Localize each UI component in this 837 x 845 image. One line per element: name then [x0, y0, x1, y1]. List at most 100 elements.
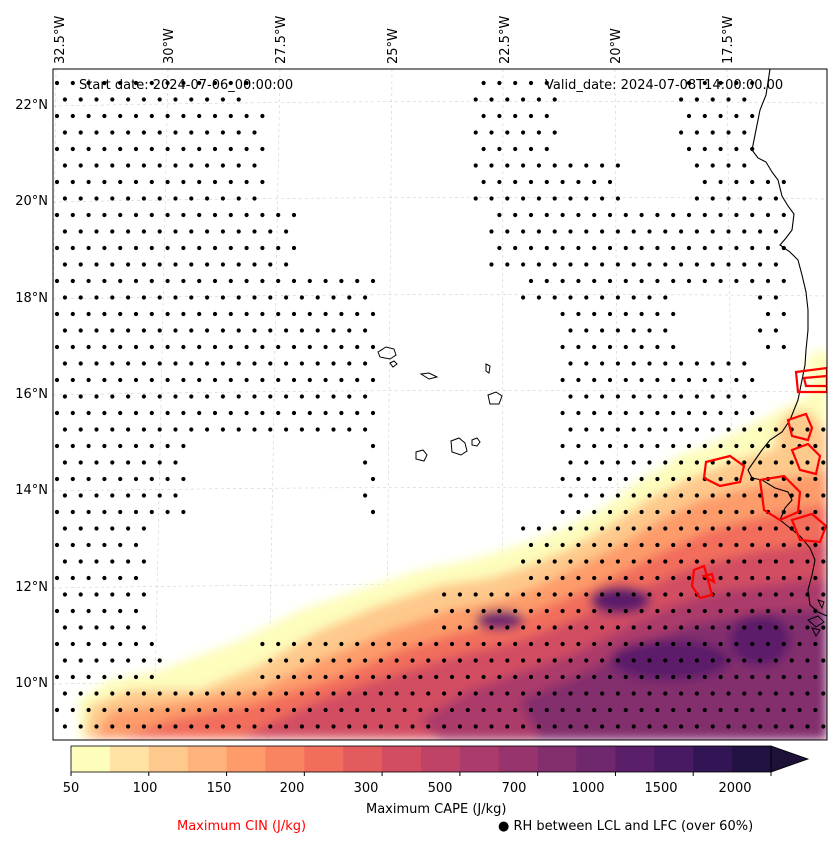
rh-dot	[126, 361, 131, 366]
rh-dot	[497, 80, 502, 86]
rh-dot	[141, 229, 146, 234]
rh-dot	[378, 658, 383, 663]
rh-dot	[355, 344, 360, 350]
rh-dot	[781, 575, 786, 581]
rh-dot	[133, 344, 139, 350]
rh-dot	[165, 377, 170, 383]
rh-dot	[236, 97, 241, 102]
rh-dot	[141, 592, 146, 597]
rh-dot	[592, 575, 597, 581]
rh-dot	[363, 493, 368, 498]
rh-dot	[62, 724, 67, 729]
rh-dot	[505, 724, 510, 729]
rh-dot	[584, 460, 589, 465]
rh-dot	[584, 427, 589, 432]
rh-dot	[536, 196, 542, 201]
rh-dot	[718, 542, 723, 548]
rh-dot	[734, 377, 739, 383]
rh-dot	[702, 608, 707, 614]
rh-dot	[647, 559, 652, 564]
rh-dot	[765, 542, 771, 548]
rh-dot	[781, 674, 786, 680]
rh-dot	[544, 707, 549, 713]
rh-dot	[78, 592, 83, 597]
rh-dot	[726, 691, 731, 696]
rh-dot	[607, 509, 613, 515]
rh-dot	[607, 377, 613, 383]
rh-dot	[600, 592, 605, 597]
rh-dot	[284, 262, 289, 267]
rh-dot	[584, 394, 589, 399]
rh-dot	[821, 427, 826, 432]
rh-dot	[94, 559, 99, 564]
rh-dot	[102, 674, 107, 680]
rh-dot	[592, 245, 597, 251]
rh-dot	[521, 658, 526, 663]
rh-dot	[544, 113, 549, 119]
rh-dot	[671, 443, 676, 449]
rh-dot	[78, 163, 83, 168]
rh-dot	[260, 641, 265, 647]
rh-dot	[141, 526, 146, 531]
rh-dot	[623, 443, 628, 449]
rh-dot	[110, 328, 115, 333]
colorbar-bin	[382, 746, 422, 772]
rh-dot	[62, 361, 67, 366]
rh-dot	[521, 526, 526, 531]
rh-dot	[679, 394, 684, 399]
rh-dot	[118, 146, 123, 152]
rh-dot	[157, 427, 162, 432]
rh-dot	[576, 179, 581, 185]
rh-dot	[165, 311, 170, 317]
rh-dot	[102, 113, 107, 119]
rh-dot	[157, 658, 162, 663]
rh-dot	[181, 278, 186, 284]
rh-dot	[671, 608, 676, 614]
rh-dot	[54, 509, 60, 515]
rh-dot	[197, 146, 202, 152]
rh-dot	[339, 311, 344, 317]
rh-dot	[568, 361, 573, 366]
rh-dot	[489, 658, 494, 663]
rh-dot	[607, 278, 613, 284]
rh-dot	[252, 328, 257, 333]
rh-dot	[62, 460, 67, 465]
rh-dot	[173, 163, 178, 168]
rh-dot	[260, 707, 265, 713]
rh-dot	[78, 130, 83, 135]
rh-dot	[560, 278, 565, 284]
rh-dot	[110, 163, 115, 168]
rh-dot	[505, 196, 510, 201]
rh-dot	[102, 443, 107, 449]
rh-dot	[639, 344, 644, 350]
coastline	[747, 69, 827, 617]
rh-dot	[252, 724, 257, 729]
rh-dot	[410, 658, 415, 663]
rh-dot	[631, 625, 636, 630]
rh-dot	[718, 80, 723, 86]
rh-dot	[133, 542, 139, 548]
rh-dot	[220, 328, 225, 333]
rh-dot	[86, 377, 91, 383]
rh-dot	[149, 278, 154, 284]
rh-dot	[244, 245, 249, 251]
rh-dot	[62, 658, 67, 663]
rh-dot	[102, 575, 107, 581]
rh-dot	[718, 278, 723, 284]
rh-dot	[189, 295, 194, 300]
rh-dot	[86, 344, 91, 350]
rh-dot	[544, 641, 549, 647]
rh-dot	[133, 245, 139, 251]
rh-dot	[647, 295, 652, 300]
rh-dot	[521, 691, 526, 696]
rh-dot	[615, 559, 621, 564]
rh-dot	[141, 130, 146, 135]
lat-tick-label: 12°N	[15, 580, 48, 595]
rh-dot	[489, 196, 494, 201]
rh-dot	[62, 328, 67, 333]
rh-dot	[54, 344, 60, 350]
rh-dot	[726, 196, 731, 201]
rh-dot	[260, 344, 265, 350]
rh-dot	[284, 295, 289, 300]
rh-dot	[750, 443, 755, 449]
